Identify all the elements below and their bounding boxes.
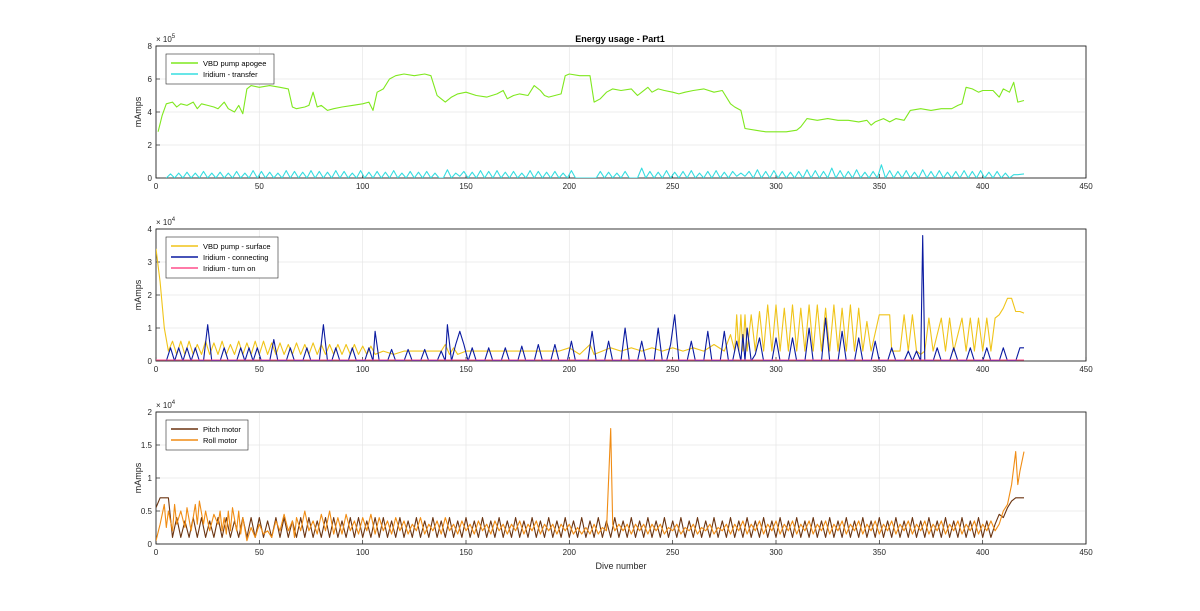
y-tick-label: 0.5 — [141, 507, 153, 516]
x-tick-label: 0 — [154, 548, 159, 557]
legend-box — [165, 419, 249, 451]
legend: VBD pump - surface Iridium - connecting Ir… — [165, 236, 279, 279]
x-tick-label: 50 — [255, 182, 264, 191]
x-tick-label: 350 — [873, 365, 887, 374]
figure-title: Energy usage - Part1 — [575, 34, 665, 44]
y-tick-label: 3 — [148, 258, 153, 267]
x-tick-label: 250 — [666, 365, 680, 374]
x-tick-label: 300 — [769, 548, 783, 557]
x-tick-label: 50 — [255, 548, 264, 557]
x-tick-label: 200 — [563, 548, 577, 557]
series-line-iridium-transfer — [165, 164, 1025, 178]
x-tick-label: 200 — [563, 365, 577, 374]
x-axis-label: Dive number — [595, 561, 646, 571]
legend: Pitch motor Roll motor — [165, 419, 249, 451]
y-tick-label: 6 — [148, 75, 153, 84]
y-tick-label: 1.5 — [141, 441, 153, 450]
y-exponent-label: × 105 — [156, 34, 176, 44]
y-tick-label: 2 — [148, 408, 153, 417]
x-tick-label: 350 — [873, 182, 887, 191]
x-tick-label: 150 — [459, 365, 473, 374]
series-line-roll-motor — [156, 427, 1025, 542]
legend-box — [165, 53, 275, 85]
x-tick-label: 250 — [666, 182, 680, 191]
series-line-pitch-motor — [156, 497, 1024, 538]
x-tick-label: 450 — [1079, 365, 1093, 374]
x-tick-label: 50 — [255, 365, 264, 374]
x-tick-label: 0 — [154, 182, 159, 191]
y-tick-label: 2 — [148, 141, 153, 150]
y-tick-label: 1 — [148, 324, 153, 333]
y-axis-label: mAmps — [133, 279, 143, 310]
x-tick-label: 300 — [769, 365, 783, 374]
y-exponent-base: × 10 — [156, 401, 172, 410]
y-tick-label: 4 — [148, 225, 153, 234]
y-tick-label: 0 — [148, 174, 153, 183]
y-exponent-power: 5 — [172, 34, 176, 40]
subplot-3: 0 50 100 150 200 250 300 350 400 450 0 0.5 1 1.5 2× 10… — [133, 400, 1093, 571]
legend-entry: Pitch motor — [203, 425, 241, 434]
legend-entry: VBD pump apogee — [203, 59, 266, 68]
y-tick-label: 2 — [148, 291, 153, 300]
legend-entry: Iridium - turn on — [203, 264, 256, 273]
y-axis-label: mAmps — [133, 96, 143, 127]
x-tick-label: 0 — [154, 365, 159, 374]
y-exponent-base: × 10 — [156, 218, 172, 227]
legend-entry: Roll motor — [203, 436, 238, 445]
legend: VBD pump apogee Iridium - transfer — [165, 53, 275, 85]
y-tick-label: 0 — [148, 540, 153, 549]
y-tick-label: 0 — [148, 357, 153, 366]
x-tick-label: 200 — [563, 182, 577, 191]
x-tick-label: 450 — [1079, 182, 1093, 191]
x-tick-label: 300 — [769, 182, 783, 191]
x-tick-label: 350 — [873, 548, 887, 557]
subplot-2: 0 50 100 150 200 250 300 350 400 450 0 1 2 3 4× 104 mAm… — [133, 217, 1093, 374]
y-tick-label: 8 — [148, 42, 153, 51]
y-exponent-power: 4 — [172, 217, 176, 223]
x-tick-label: 150 — [459, 548, 473, 557]
axes-border — [155, 411, 1087, 545]
x-tick-label: 150 — [459, 182, 473, 191]
x-tick-label: 400 — [976, 548, 990, 557]
x-tick-label: 400 — [976, 182, 990, 191]
y-tick-label: 4 — [148, 108, 153, 117]
x-tick-label: 100 — [356, 365, 370, 374]
x-tick-label: 250 — [666, 548, 680, 557]
x-tick-label: 100 — [356, 548, 370, 557]
y-axis-label: mAmps — [133, 462, 143, 493]
series-line-vbd-pump-apogee — [157, 73, 1025, 133]
y-tick-label: 1 — [148, 474, 153, 483]
x-tick-label: 400 — [976, 365, 990, 374]
subplot-1: 0 50 100 150 200 250 300 350 400 450 0 2 4 6 8× 105 mAm… — [133, 34, 1093, 191]
x-tick-label: 100 — [356, 182, 370, 191]
x-tick-label: 450 — [1079, 548, 1093, 557]
legend-entry: VBD pump - surface — [203, 242, 271, 251]
y-exponent-base: × 10 — [156, 35, 172, 44]
y-exponent-label: × 104 — [156, 217, 176, 227]
legend-entry: Iridium - transfer — [203, 70, 258, 79]
legend-entry: Iridium - connecting — [203, 253, 268, 262]
y-exponent-label: × 104 — [156, 400, 176, 410]
y-exponent-power: 4 — [172, 400, 176, 406]
